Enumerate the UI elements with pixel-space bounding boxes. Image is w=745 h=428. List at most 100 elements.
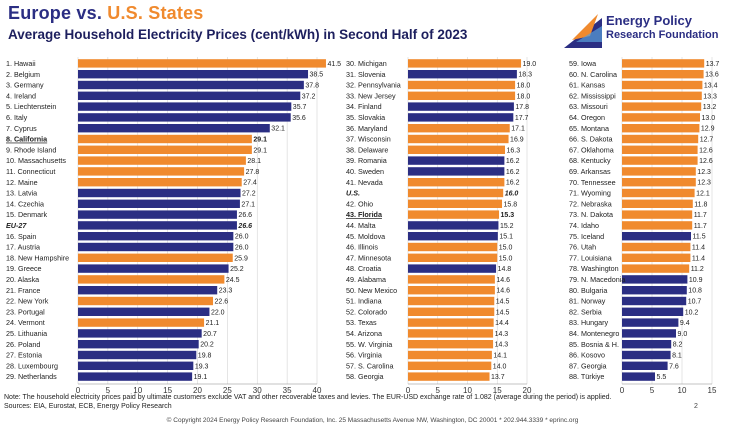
bar — [78, 199, 240, 208]
bar — [408, 253, 498, 262]
bar — [408, 221, 499, 230]
bar — [78, 242, 234, 252]
value-label: 9.0 — [678, 331, 688, 338]
row-label: 35. Slovakia — [346, 113, 385, 122]
row-label: 70. Tennessee — [569, 178, 616, 187]
value-label: 26.0 — [235, 245, 249, 252]
value-label: 16.2 — [506, 158, 520, 165]
bar — [78, 91, 301, 100]
bar — [408, 91, 516, 100]
row-label: 54. Arizona — [346, 329, 382, 338]
value-label: 35.6 — [292, 115, 306, 122]
bar — [78, 361, 194, 370]
value-label: 16.2 — [506, 169, 520, 176]
row-label: 77. Louisiana — [569, 253, 612, 262]
chart-subtitle: Average Household Electricity Prices (ce… — [8, 27, 468, 42]
row-label: 56. Virginia — [346, 351, 382, 360]
x-tick-label: 15 — [163, 386, 172, 395]
chart-title: Europe vs. U.S. States — [8, 3, 203, 24]
row-label: 88. Türkiye — [569, 372, 604, 381]
bar — [622, 361, 668, 370]
x-tick-label: 10 — [463, 386, 472, 395]
value-label: 12.3 — [697, 180, 711, 187]
bar — [408, 340, 494, 349]
bar — [622, 124, 700, 133]
bar — [622, 340, 672, 349]
bar — [622, 242, 691, 252]
value-label: 16.2 — [506, 180, 520, 187]
row-label: 26. Poland — [6, 340, 40, 349]
bar — [408, 124, 510, 133]
x-tick-label: 30 — [253, 386, 262, 395]
bar — [622, 145, 698, 154]
row-label: 57. S. Carolina — [346, 361, 394, 370]
value-label: 11.7 — [694, 212, 707, 219]
bar — [622, 372, 655, 381]
bar — [622, 286, 687, 295]
x-tick-label: 0 — [406, 386, 411, 395]
logo-shape-light — [576, 26, 602, 42]
bar — [622, 70, 704, 79]
value-label: 11.4 — [692, 245, 705, 252]
value-label: 13.7 — [491, 374, 505, 381]
row-label: 31. Slovenia — [346, 70, 386, 79]
row-label: 61. Kansas — [569, 81, 605, 90]
row-label: 80. Bulgaria — [569, 286, 607, 295]
bar — [622, 253, 691, 262]
row-label: 29. Netherlands — [6, 372, 57, 381]
value-label: 20.2 — [200, 342, 214, 349]
x-tick-label: 5 — [436, 386, 441, 395]
bar — [622, 296, 687, 306]
value-label: 11.2 — [691, 266, 704, 273]
row-label: 46. Illinois — [346, 243, 378, 252]
row-label: 75. Iceland — [569, 232, 604, 241]
value-label: 11.4 — [692, 255, 705, 262]
row-label: 15. Denmark — [6, 210, 48, 219]
bar — [78, 329, 202, 338]
logo-text-line1: Energy Policy — [606, 13, 692, 28]
row-label: 27. Estonia — [6, 351, 42, 360]
value-label: 14.0 — [493, 363, 507, 370]
value-label: 12.1 — [696, 191, 710, 198]
row-label: 73. N. Dakota — [569, 210, 613, 219]
row-label: 64. Oregon — [569, 113, 605, 122]
value-label: 13.0 — [702, 115, 716, 122]
value-label: 24.5 — [226, 277, 240, 284]
value-label: 18.0 — [517, 93, 531, 100]
bar — [78, 286, 218, 295]
row-label: 72. Nebraska — [569, 199, 612, 208]
footnote: Note: The household electricity prices p… — [4, 393, 612, 411]
bar — [408, 210, 500, 219]
bar — [78, 70, 309, 79]
row-label: 84. Montenegro — [569, 329, 619, 338]
bar — [622, 307, 684, 316]
row-label: 60. N. Carolina — [569, 70, 617, 79]
title-europe: Europe — [8, 3, 72, 23]
row-label: 71. Wyoming — [569, 189, 611, 198]
row-label: 82. Serbia — [569, 307, 602, 316]
value-label: 12.3 — [697, 169, 711, 176]
value-label: 32.1 — [271, 126, 285, 133]
value-label: 10.9 — [689, 277, 703, 284]
value-label: 21.1 — [206, 320, 220, 327]
row-label: 36. Maryland — [346, 124, 388, 133]
bar — [78, 210, 237, 219]
x-tick-label: 15 — [493, 386, 502, 395]
title-vs: vs. — [71, 3, 108, 23]
row-label: 47. Minnesota — [346, 253, 391, 262]
bar — [408, 232, 498, 241]
row-label: 32. Pennsylvania — [346, 81, 401, 90]
row-label: 28. Luxembourg — [6, 361, 58, 370]
bar — [78, 188, 241, 198]
row-label: 45. Moldova — [346, 232, 385, 241]
row-label: 3. Germany — [6, 81, 44, 90]
bar — [78, 253, 233, 262]
bar — [622, 156, 698, 165]
x-tick-label: 15 — [708, 386, 717, 395]
bar — [78, 264, 229, 273]
row-label: 69. Arkansas — [569, 167, 611, 176]
bar — [622, 188, 695, 198]
bar — [622, 134, 699, 144]
bar — [408, 372, 490, 381]
row-label: 43. Florida — [346, 210, 383, 219]
